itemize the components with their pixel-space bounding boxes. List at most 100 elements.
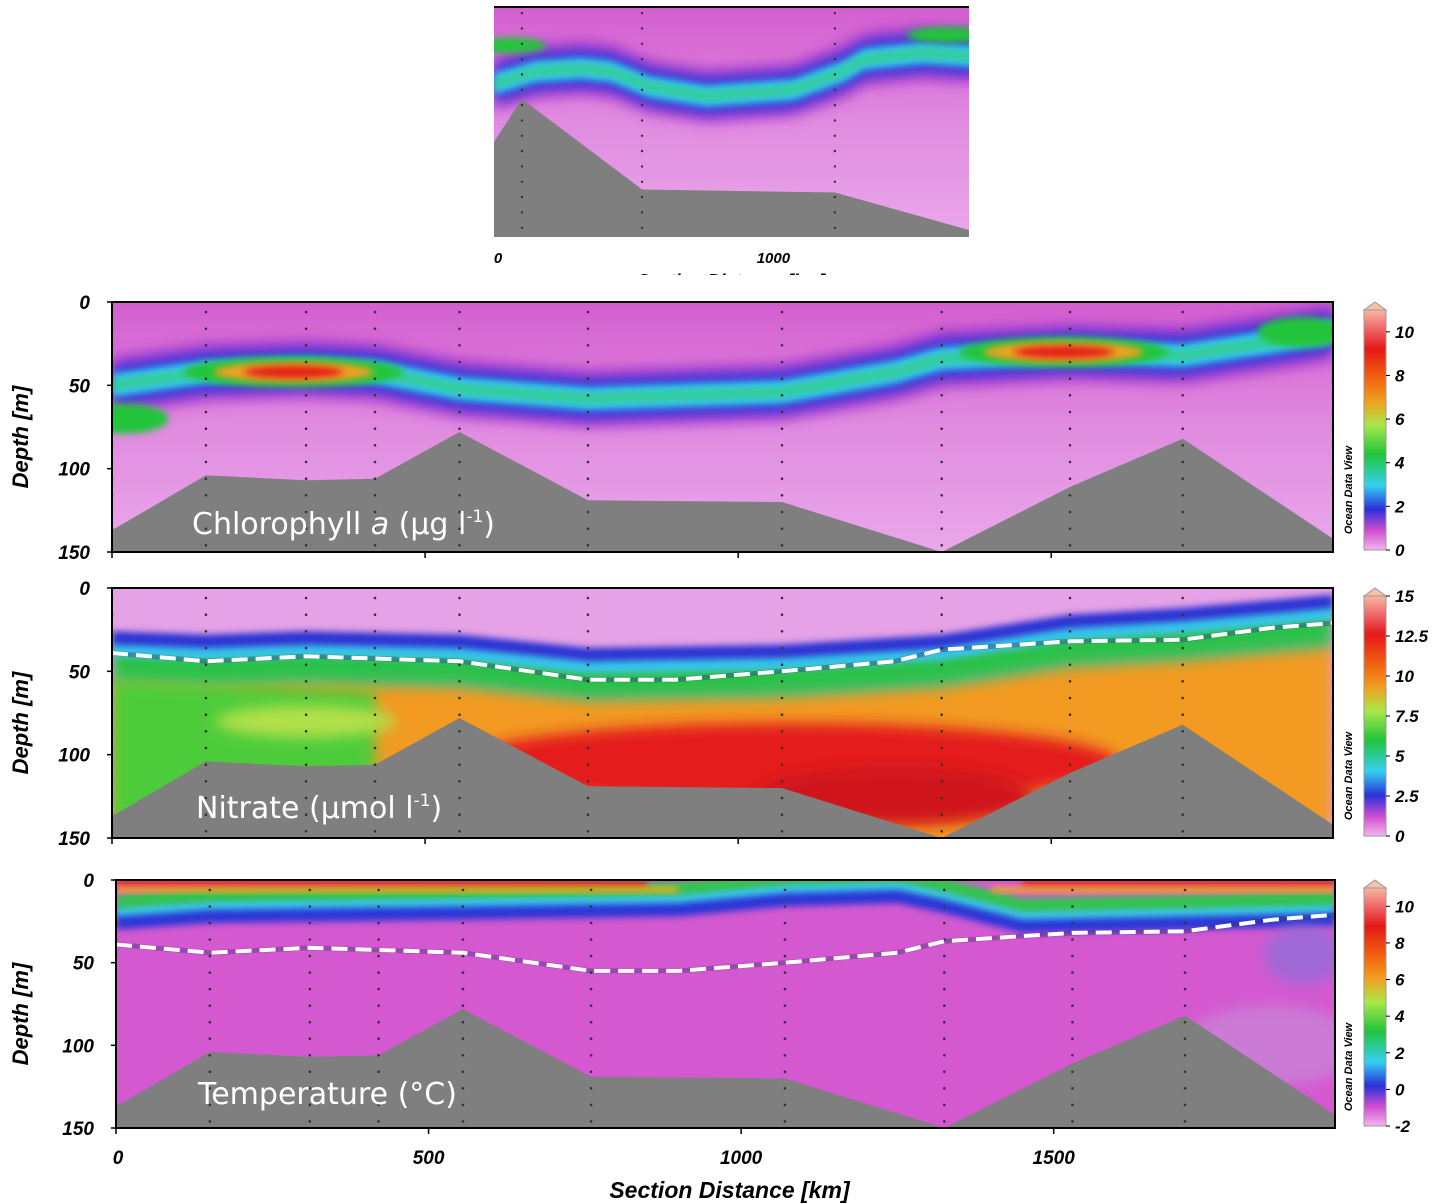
station-sample-dot [458,360,461,364]
station-sample-dot [308,971,312,974]
station-sample-dot [373,813,377,816]
station-sample-dot [1071,905,1074,908]
station-sample-dot [943,971,946,974]
station-sample-dot [458,813,461,816]
chlorophyll-label-suffix: ) [483,507,495,542]
station-sample-dot [1183,954,1187,958]
station-sample-dot [589,1004,593,1007]
chl-band-green [494,48,969,101]
station-sample-dot [458,494,461,497]
station-sample-dot [308,921,312,925]
station-sample-dot [308,1004,312,1007]
inset-station-dot [833,119,837,122]
station-sample-dot [1071,938,1074,941]
temp-right-blue-patch [1263,924,1335,985]
station-sample-dot [589,905,593,908]
station-sample-dot [1181,630,1184,633]
station-sample-dot [780,763,784,766]
inset-station-dot [640,11,644,15]
station-sample-dot [461,938,465,941]
nitrate-green-band [112,609,1333,700]
station-sample-dot [1071,1070,1074,1074]
station-sample-dot [458,477,461,481]
colorbar-scale [1363,887,1387,1127]
station-sample-dot [780,596,784,600]
station-sample-dot [780,527,784,530]
station-sample-dot [1181,663,1184,666]
station-sample-dot [586,410,590,414]
station-sample-dot [458,394,461,397]
station-sample-dot [780,713,784,716]
inset-station-dot [833,11,837,15]
y-tick-label: 100 [58,460,90,481]
station-sample-dot [1183,921,1187,925]
inset-station-dot [640,180,644,183]
station-sample-dot [308,938,312,941]
station-sample-dot [377,1087,380,1090]
station-sample-dot [780,327,784,331]
station-sample-dot [458,763,461,766]
station-sample-dot [1181,680,1184,683]
inset-station-dot [833,180,837,183]
station-sample-dot [783,971,787,974]
station-sample-dot [1068,510,1072,514]
station-sample-dot [1068,763,1072,766]
station-sample-dot [1068,360,1072,364]
station-sample-dot [1181,830,1184,833]
y-tick-label: 0 [79,293,90,314]
station-sample-dot [458,730,461,733]
x-tick-label: 0 [113,1148,124,1169]
station-sample-dot [586,596,590,600]
inset-station-dot [987,211,989,213]
station-sample-dot [780,410,784,414]
inset-station-dot [833,211,837,214]
station-sample-dot [1181,780,1184,783]
station-sample-dot [589,954,593,958]
station-sample-dot [204,796,208,800]
colorbar-tick-label: 6 [1395,410,1405,429]
station-sample-dot [373,444,377,447]
station-sample-dot [208,938,212,941]
inset-station-dot [640,88,644,92]
colorbar-tick-label: 10 [1395,323,1414,342]
chlorophyll-label-exp: -1 [466,507,483,527]
chl-maximum-green [112,403,169,434]
colorbar-tick-label: 0 [1395,827,1405,846]
seafloor-bathymetry [116,1009,1335,1128]
station-sample-dot [1181,796,1184,800]
station-sample-dot [586,477,590,481]
nitrate-blue-band [112,594,1333,662]
station-sample-dot [1068,460,1072,464]
nitrate-frame [111,587,1334,839]
y-tick-label: 0 [79,579,90,600]
inset-station-dot [987,227,989,229]
station-sample-dot [1071,1054,1074,1057]
station-sample-dot [780,427,784,431]
station-sample-dot [940,830,943,833]
colorbar-tick-label: -2 [1395,1117,1411,1136]
station-sample-dot [780,630,784,633]
station-sample-dot [377,971,380,974]
station-sample-dot [377,921,380,925]
station-sample-dot [586,544,590,547]
nitrate-label-exp: -1 [414,791,431,811]
station-sample-dot [1068,310,1072,314]
inset-station-dot [987,165,989,167]
station-sample-dot [1183,1020,1187,1024]
station-sample-dot [208,971,212,974]
station-sample-dot [1181,613,1184,616]
station-sample-dot [1068,796,1072,800]
colorbar-tick-label: 2 [1394,1044,1405,1063]
station-sample-dot [458,796,461,800]
station-sample-dot [589,1103,593,1107]
inset-x-tick-label: 0 [494,250,503,267]
station-sample-dot [586,527,590,530]
colorbar-tick-label: 5 [1395,747,1405,766]
inset-station-dot [987,89,989,91]
station-sample-dot [1183,1054,1187,1057]
inset-station-dot [520,149,524,153]
station-sample-dot [304,680,308,683]
station-sample-dot [1068,746,1072,750]
station-sample-dot [780,646,784,650]
station-sample-dot [1071,1120,1074,1123]
